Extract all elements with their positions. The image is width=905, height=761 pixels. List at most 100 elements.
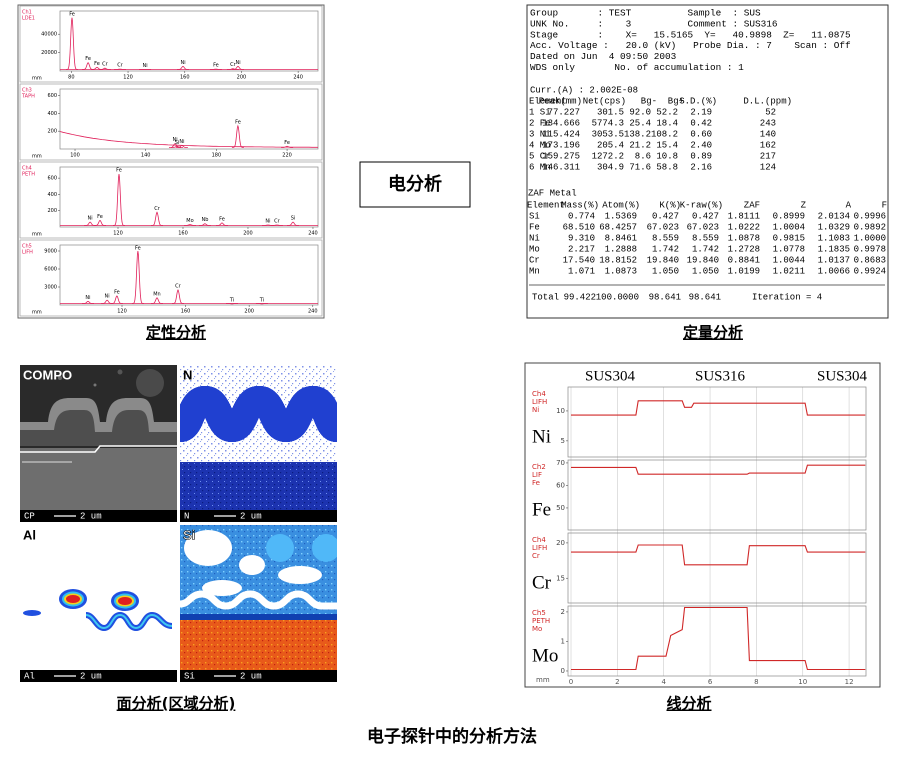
report-cell: 19.840 [647, 255, 679, 265]
y-tick-label: 600 [47, 176, 57, 182]
report-cell: 8.6 [635, 151, 651, 161]
peak-label: Ni [179, 139, 184, 145]
report-cell: 1.1083 [818, 233, 850, 243]
report-cell: 4 Mo [529, 140, 551, 150]
report-line: Group : TEST Sample : SUS [530, 7, 761, 18]
x-tick-label: 8 [754, 678, 758, 686]
report-cell: 1.0066 [818, 266, 850, 276]
y-tick-label: 3000 [44, 285, 57, 291]
plot-area [59, 244, 319, 306]
report-cell: 67.023 [687, 222, 719, 232]
report-cell: 52.2 [656, 107, 678, 117]
report-cell: 0.60 [690, 129, 712, 139]
peak-label: Ti [229, 297, 234, 303]
report-cell: 1.0004 [773, 222, 805, 232]
report-cell: 15.4 [656, 140, 678, 150]
spectrum-panel [19, 83, 323, 161]
y-tick-label: 15 [556, 574, 565, 582]
x-tick-label: 240 [308, 231, 318, 237]
report-cell: 2.16 [690, 162, 712, 172]
report-cell: 1.0873 [605, 266, 637, 276]
scale-text: 2 um [80, 511, 102, 521]
crystal-label: LIFH [532, 398, 547, 406]
report-cell: 18.8152 [599, 255, 637, 265]
y-tick-label: 0 [561, 667, 565, 675]
report-cell: 217 [760, 151, 776, 161]
plot-area [59, 166, 319, 228]
report-cell: 1272.2 [592, 151, 624, 161]
y-tick-label: 70 [556, 459, 565, 467]
report-cell: 115.424 [542, 129, 580, 139]
profile-line [571, 400, 866, 416]
y-tick-label: 20 [556, 539, 565, 547]
report-frame [526, 4, 889, 319]
x-tick-label: 0 [569, 678, 573, 686]
peak [198, 223, 211, 226]
x-unit: mm [32, 154, 42, 160]
crystal-label: LIF [532, 471, 542, 479]
report-cell: Fe [529, 222, 540, 232]
report-cell: 8.8461 [605, 233, 637, 243]
peak [270, 224, 283, 226]
peak [287, 221, 299, 226]
peak-label: Cr [230, 62, 236, 68]
peak [98, 67, 111, 70]
report-cell: 17.540 [563, 255, 595, 265]
x-tick-label: 140 [141, 153, 151, 159]
material-label: SUS316 [695, 368, 746, 384]
peak-label: Ni [265, 218, 270, 224]
report-cell: 108.2 [651, 129, 678, 139]
report-cell: 124 [760, 162, 776, 172]
caption: 线分析 [666, 695, 711, 713]
report-cell: 5774.3 [592, 118, 624, 128]
x-tick-label: 2 [615, 678, 619, 686]
element-label: Ni [532, 406, 539, 414]
report-line: UNK No. : 3 Comment : SUS316 [530, 18, 778, 29]
peak-label: Si [291, 216, 296, 222]
peak [172, 289, 184, 304]
report-cell: 0.9996 [854, 211, 886, 221]
report-cell: 1.1835 [818, 244, 850, 254]
peak-label: Mn [153, 291, 160, 297]
report-cell: 3053.5 [592, 129, 624, 139]
report-cell: 146.311 [542, 162, 580, 172]
report-cell: 1.0878 [728, 233, 760, 243]
report-cell: 1.0044 [773, 255, 805, 265]
element-label: Cr [532, 552, 540, 560]
plot-area [59, 88, 319, 150]
report-cell: 2.19 [690, 107, 712, 117]
scale-text: 2 um [80, 671, 102, 681]
report-cell: 0.42 [690, 118, 712, 128]
report-cell: 1.742 [692, 244, 719, 254]
report-cell: 0.8683 [854, 255, 886, 265]
report-cell: 1 Si [529, 107, 551, 117]
x-tick-label: 160 [178, 231, 188, 237]
map-title: COMPO [23, 367, 72, 382]
report-cell: 138.2 [624, 129, 651, 139]
scale-prefix: N [184, 511, 189, 521]
report-cell: 0.8999 [773, 211, 805, 221]
report-cell: 173.196 [542, 140, 580, 150]
map-title: Si [183, 527, 195, 542]
crystal-label: LIFH [22, 250, 33, 256]
scale-prefix: Si [184, 671, 195, 681]
peak-label: Fe [69, 12, 75, 18]
report-cell: ZAF [744, 200, 760, 210]
spectrum-panel [19, 161, 323, 239]
scale-text: 2 um [240, 671, 262, 681]
peak [216, 222, 228, 226]
peak-label: Ni [180, 60, 185, 66]
report-cell: 1.2728 [728, 244, 760, 254]
y-tick-label: 20000 [41, 50, 57, 56]
peak-label: Fe [85, 56, 91, 62]
peak [113, 174, 125, 226]
report-cell: K(%) [659, 200, 681, 210]
crystal-label: PETH [22, 172, 35, 178]
y-tick-label: 400 [47, 192, 57, 198]
peak [82, 300, 94, 304]
report-cell: 52 [765, 107, 776, 117]
report-cell: Ni [529, 233, 540, 243]
peak-label: Ni [235, 60, 240, 66]
x-tick-label: 220 [282, 153, 292, 159]
peak-label: Ni [87, 216, 92, 222]
